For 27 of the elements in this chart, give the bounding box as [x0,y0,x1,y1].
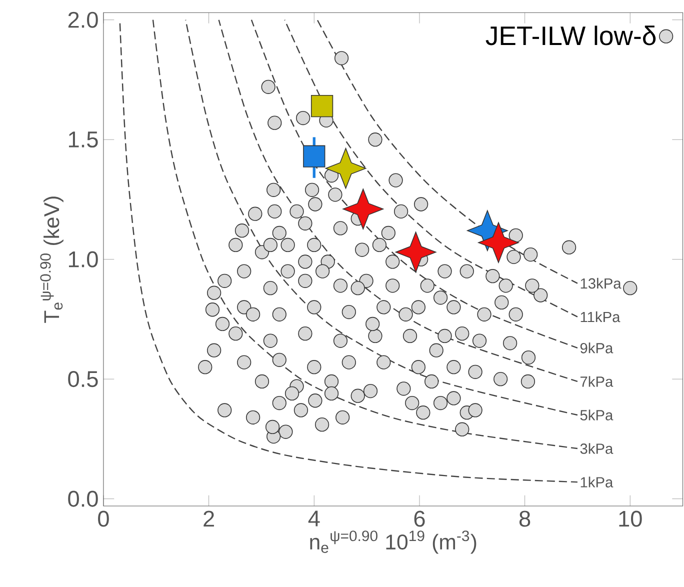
series-label: 9kPa [580,342,614,354]
point [395,232,436,273]
y-tick-label: 1.0 [68,251,98,268]
series-label: 3kPa [580,443,614,454]
x-tick-label: 8 [519,510,530,527]
series-label: 7kPa [580,376,614,387]
x-axis-title: n$_{e}$$^{ψ=0.90}$ 10$^{19}$ (m$^{-3}$) [310,530,476,554]
x-tick-label: 4 [308,510,320,526]
series-label: 1kPa [580,476,614,488]
y-tick-label: 2.0 [68,12,98,28]
series-label: 5kPa [580,410,614,420]
series-label: 13kPa [580,278,622,289]
y-tick-label: 0.0 [68,490,98,507]
y-tick-label: 1.5 [68,132,98,148]
x-tick-label: 2 [204,510,214,527]
point [478,222,519,263]
y-axis-title: T$_{e}$$^{ψ=0.90}$ (keV) [40,196,64,323]
x-tick-label: 0 [98,510,109,527]
y-tick-label: 0.5 [68,371,98,388]
x-tick-label: 10 [619,510,642,527]
x-tick-label: 6 [414,510,425,527]
legend-label: JET-ILW low-δ [486,26,656,46]
point [303,145,326,168]
point [325,148,366,189]
series-label: 11kPa [580,311,620,322]
point [310,94,334,118]
point [342,188,384,230]
